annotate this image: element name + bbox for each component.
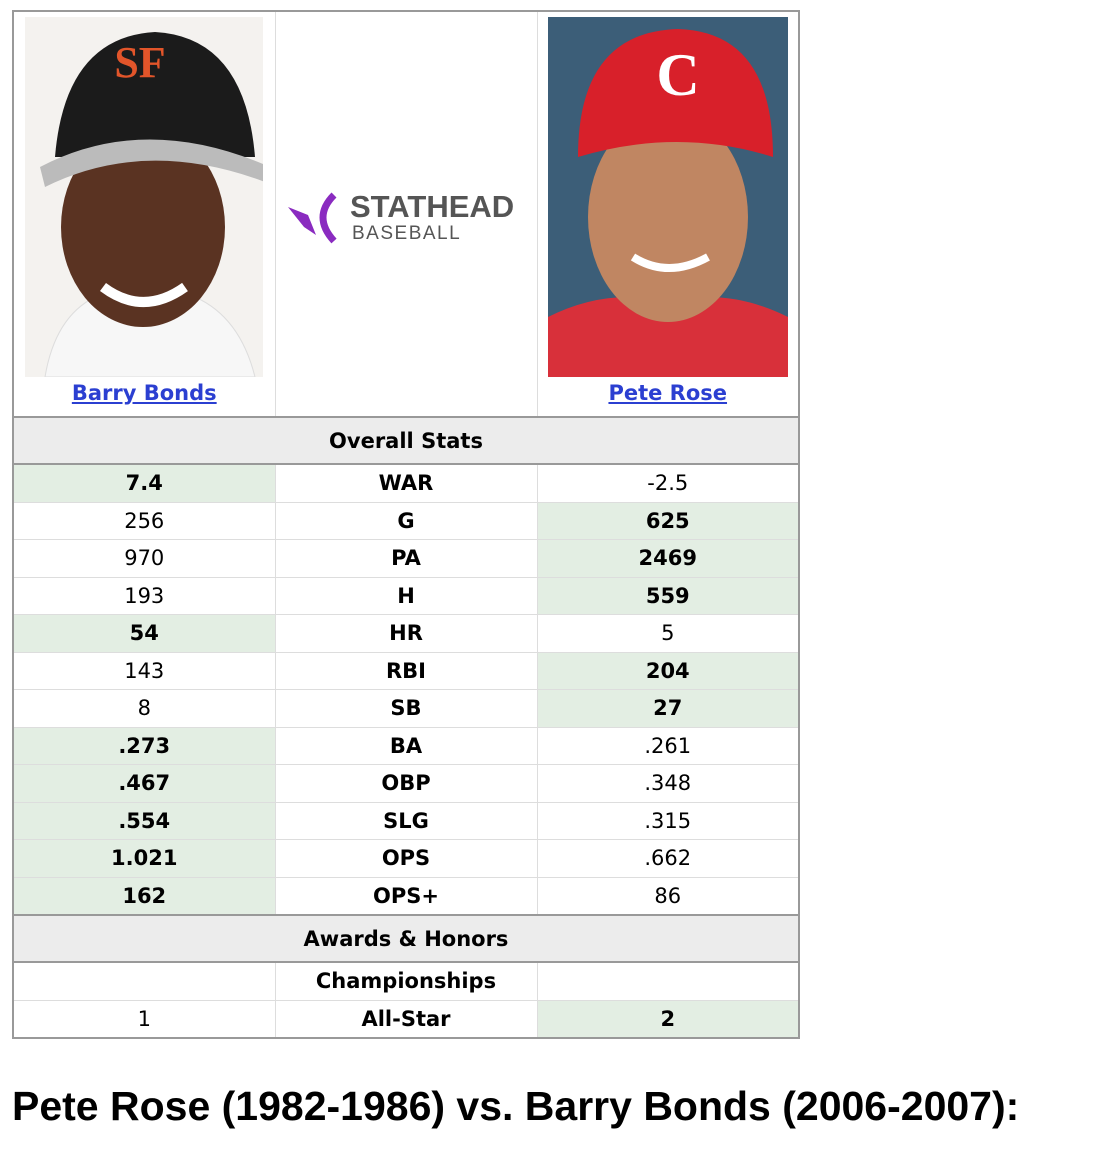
right-value: 2469 <box>536 539 800 578</box>
svg-text:C: C <box>656 42 699 108</box>
stat-row: 7.4 WAR -2.5 <box>12 463 800 503</box>
stat-row: .467 OBP .348 <box>12 764 800 803</box>
right-value: 27 <box>536 689 800 728</box>
logo-sport: BASEBALL <box>352 223 461 244</box>
stat-name: BA <box>274 726 538 765</box>
right-value: .662 <box>536 839 800 878</box>
player-cell: SF Barry Bonds <box>12 10 276 418</box>
svg-text:SF: SF <box>115 38 166 87</box>
left-value: 1.021 <box>12 839 276 878</box>
player-cell: C Pete Rose <box>536 10 800 418</box>
left-value: 8 <box>12 689 276 728</box>
caption: Pete Rose (1982-1986) vs. Barry Bonds (2… <box>12 1083 1020 1129</box>
left-value: 193 <box>12 576 276 615</box>
stat-row: 1 All-Star 2 <box>12 999 800 1039</box>
stat-name: SLG <box>274 801 538 840</box>
stat-name: WAR <box>274 463 538 503</box>
section-header-row: Awards & Honors <box>12 914 800 963</box>
stat-row: 54 HR 5 <box>12 614 800 653</box>
logo-cell: STATHEAD BASEBALL <box>274 10 538 418</box>
stat-name: HR <box>274 614 538 653</box>
right-value: 625 <box>536 501 800 540</box>
left-value: 1 <box>12 999 276 1039</box>
stat-name: All-Star <box>274 999 538 1039</box>
stathead-logo: STATHEAD BASEBALL <box>287 189 514 244</box>
left-value: 970 <box>12 539 276 578</box>
stat-row: 162 OPS+ 86 <box>12 876 800 916</box>
right-value: 204 <box>536 651 800 690</box>
stat-name: OPS <box>274 839 538 878</box>
left-value: .273 <box>12 726 276 765</box>
stat-name: SB <box>274 689 538 728</box>
section-header-row: Overall Stats <box>12 416 800 465</box>
right-value: .315 <box>536 801 800 840</box>
player-photo: SF <box>25 17 264 377</box>
right-value: 559 <box>536 576 800 615</box>
right-value: 5 <box>536 614 800 653</box>
right-value: -2.5 <box>536 463 800 503</box>
left-value: 162 <box>12 876 276 916</box>
player-link[interactable]: Pete Rose <box>608 381 728 405</box>
stat-row: 256 G 625 <box>12 501 800 540</box>
left-value: .554 <box>12 801 276 840</box>
left-value: 7.4 <box>12 463 276 503</box>
right-value: 86 <box>536 876 800 916</box>
player-header-row: SF Barry Bonds STATHEAD BASEBALL C Pe <box>12 10 800 418</box>
stat-row: 193 H 559 <box>12 576 800 615</box>
logo-brand: STATHEAD <box>350 189 514 224</box>
player-link[interactable]: Barry Bonds <box>71 381 217 405</box>
left-value: .467 <box>12 764 276 803</box>
stat-row: .273 BA .261 <box>12 726 800 765</box>
right-value <box>536 961 800 1001</box>
stat-row: 8 SB 27 <box>12 689 800 728</box>
stat-row: 143 RBI 204 <box>12 651 800 690</box>
stat-row: 970 PA 2469 <box>12 539 800 578</box>
stat-name: H <box>274 576 538 615</box>
right-value: .348 <box>536 764 800 803</box>
left-value: 143 <box>12 651 276 690</box>
comparison-table: SF Barry Bonds STATHEAD BASEBALL C Pe <box>12 10 800 1039</box>
stat-name: PA <box>274 539 538 578</box>
stat-row: Championships <box>12 961 800 1001</box>
section-title: Overall Stats <box>12 416 800 465</box>
stat-row: 1.021 OPS .662 <box>12 839 800 878</box>
stat-name: RBI <box>274 651 538 690</box>
stat-name: Championships <box>274 961 538 1001</box>
stat-name: G <box>274 501 538 540</box>
stat-name: OBP <box>274 764 538 803</box>
right-value: 2 <box>536 999 800 1039</box>
left-value: 54 <box>12 614 276 653</box>
stat-name: OPS+ <box>274 876 538 916</box>
left-value <box>12 961 276 1001</box>
left-value: 256 <box>12 501 276 540</box>
stat-row: .554 SLG .315 <box>12 801 800 840</box>
right-value: .261 <box>536 726 800 765</box>
player-photo: C <box>547 17 788 377</box>
section-title: Awards & Honors <box>12 914 800 963</box>
